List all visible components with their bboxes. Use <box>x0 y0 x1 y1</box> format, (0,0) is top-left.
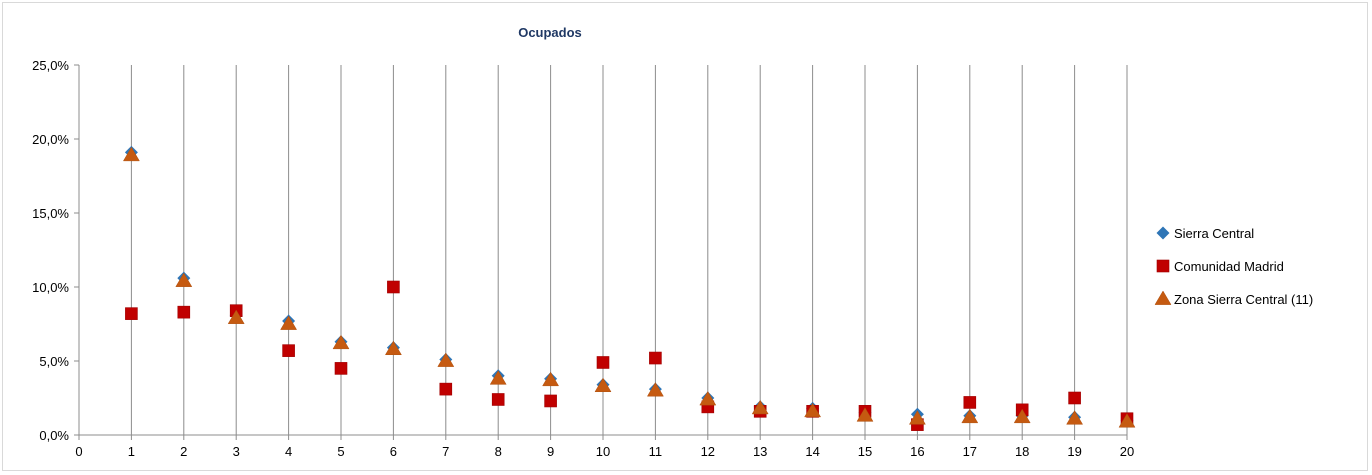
y-tick-label: 5,0% <box>39 354 69 369</box>
data-point-triangle <box>594 377 612 393</box>
legend-label: Comunidad Madrid <box>1174 259 1284 274</box>
x-tick-label-5: 5 <box>337 444 344 459</box>
data-point-triangle <box>646 382 664 397</box>
x-tick-label-2: 2 <box>180 444 187 459</box>
legend-label: Zona Sierra Central (11) <box>1174 292 1313 307</box>
x-tick-label-11: 11 <box>649 444 663 459</box>
x-tick-label-19: 19 <box>1067 444 1081 459</box>
series-0 <box>124 145 1134 427</box>
data-point-triangle <box>908 410 926 425</box>
y-tick-label: 10,0% <box>32 280 69 295</box>
data-point-square <box>334 362 348 375</box>
y-tick-label: 25,0% <box>32 58 69 73</box>
data-point-triangle <box>542 371 560 387</box>
data-point-square <box>491 393 505 406</box>
data-point-square <box>596 356 610 369</box>
x-tick-label-9: 9 <box>547 444 554 459</box>
y-tick-label: 20,0% <box>32 132 69 147</box>
legend-marker-triangle <box>1154 290 1172 305</box>
x-tick-label-1: 1 <box>128 444 135 459</box>
y-tick-label: 15,0% <box>32 206 69 221</box>
data-point-square <box>649 351 662 365</box>
x-tick-label-4: 4 <box>285 444 292 459</box>
data-point-square <box>963 396 977 409</box>
data-point-triangle <box>122 146 140 162</box>
data-point-triangle <box>699 390 717 406</box>
x-tick-label-10: 10 <box>596 444 610 459</box>
data-point-triangle <box>280 315 298 330</box>
data-points <box>122 145 1136 431</box>
scatter-chart: 0 1 2 3 4 5 6 7 8 9 10 11 12 13 14 15 16 17 18 19 200,0%5,0%… <box>32 25 1313 459</box>
chart-title: Ocupados <box>518 25 582 40</box>
data-point-triangle <box>227 309 245 324</box>
data-point-square <box>177 305 191 319</box>
x-tick-label-17: 17 <box>963 444 977 459</box>
data-point-square <box>1068 391 1081 405</box>
y-tick-label: 0,0% <box>39 428 69 443</box>
data-point-triangle <box>175 272 193 287</box>
x-tick-label-18: 18 <box>1015 444 1029 459</box>
legend-marker-diamond <box>1156 226 1170 240</box>
data-point-triangle <box>489 370 507 385</box>
data-point-triangle <box>384 340 402 356</box>
series-2 <box>122 146 1136 428</box>
data-point-triangle <box>751 399 769 415</box>
axes: 0 1 2 3 4 5 6 7 8 9 10 11 12 13 14 15 16 17 18 19 200,0%5,0%… <box>32 58 1134 459</box>
x-tick-label-0: 0 <box>75 444 82 459</box>
data-point-triangle <box>1013 408 1031 424</box>
data-point-triangle <box>1118 413 1136 428</box>
data-point-square <box>439 382 453 396</box>
data-point-triangle <box>804 402 822 418</box>
data-point-square <box>387 280 400 294</box>
data-point-triangle <box>1066 410 1084 425</box>
series-1 <box>125 280 1134 431</box>
x-tick-label-8: 8 <box>495 444 502 459</box>
x-tick-label-7: 7 <box>442 444 449 459</box>
legend-marker-square <box>1156 259 1170 273</box>
data-point-triangle <box>961 408 979 424</box>
x-tick-label-6: 6 <box>390 444 397 459</box>
x-tick-label-20: 20 <box>1120 444 1134 459</box>
x-tick-label-16: 16 <box>910 444 924 459</box>
x-tick-label-12: 12 <box>701 444 715 459</box>
data-point-triangle <box>332 334 350 350</box>
gridlines <box>130 65 1128 435</box>
data-point-triangle <box>856 407 874 422</box>
data-point-triangle <box>437 352 455 367</box>
x-tick-label-15: 15 <box>858 444 872 459</box>
x-tick-label-3: 3 <box>233 444 240 459</box>
data-point-square <box>544 394 557 408</box>
legend: Sierra Central Comunidad Madrid Zona Sierr… <box>1154 226 1313 307</box>
x-tick-label-13: 13 <box>753 444 767 459</box>
x-tick-label-14: 14 <box>805 444 819 459</box>
data-point-square <box>125 307 138 320</box>
legend-label: Sierra Central <box>1174 226 1254 241</box>
data-point-square <box>282 344 295 357</box>
